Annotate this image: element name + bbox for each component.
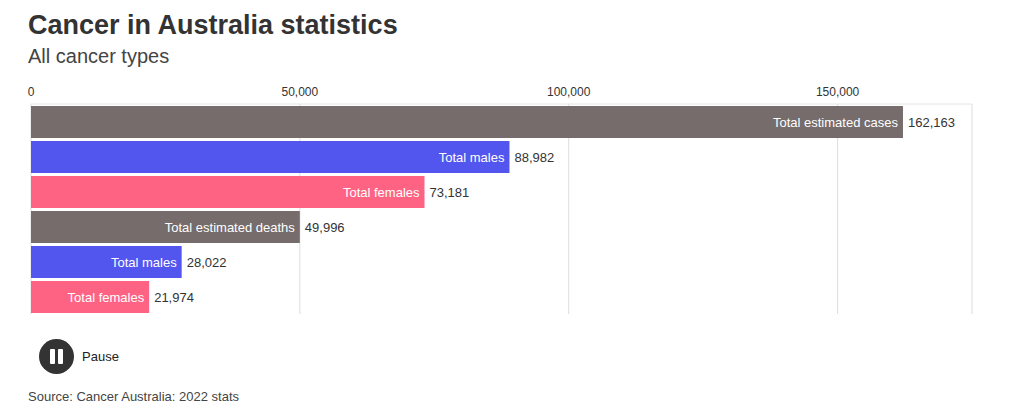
svg-text:28,022: 28,022 [187,255,227,270]
html-text:Cancer in Australia statistics: Cancer in Australia statistics [28,10,398,40]
svg-text:Total females: Total females [343,185,420,200]
html-text:Pause: Pause [82,349,119,364]
svg-text:Total females: Total females [68,290,145,305]
html-text:All cancer types: All cancer types [28,45,170,67]
svg-text:100,000: 100,000 [547,85,591,99]
svg-text:150,000: 150,000 [816,85,860,99]
svg-text:21,974: 21,974 [154,290,194,305]
svg-text:73,181: 73,181 [430,185,470,200]
svg-text:Total estimated deaths: Total estimated deaths [165,220,296,235]
svg-text:Total estimated cases: Total estimated cases [773,115,899,130]
svg-text:50,000: 50,000 [282,85,319,99]
svg-text:88,982: 88,982 [514,150,554,165]
html-text:Source: Cancer Australia: 2022: Source: Cancer Australia: 2022 stats [28,389,239,404]
svg-text:49,996: 49,996 [305,220,345,235]
svg-text:Total males: Total males [439,150,505,165]
svg-text:Total males: Total males [111,255,177,270]
svg-text:0: 0 [28,85,35,99]
svg-text:162,163: 162,163 [908,115,955,130]
